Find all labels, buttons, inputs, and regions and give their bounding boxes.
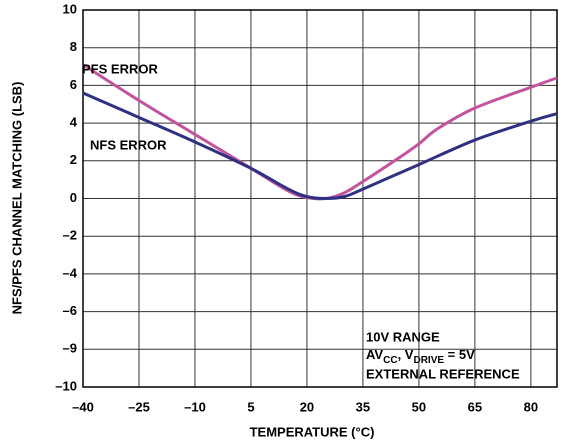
y-tick-label: –10 xyxy=(55,378,77,393)
y-tick-label: –2 xyxy=(63,228,77,243)
x-tick-label: 20 xyxy=(300,399,314,414)
y-tick-label: 2 xyxy=(70,152,77,167)
y-tick-label: –9 xyxy=(63,341,77,356)
annotation: AVCC, VDRIVE = 5V xyxy=(366,347,475,365)
y-tick-label: –6 xyxy=(63,303,77,318)
plot-border xyxy=(82,9,558,388)
y-tick-label: 4 xyxy=(70,115,78,130)
y-tick-label: 6 xyxy=(70,77,77,92)
annotation: EXTERNAL REFERENCE xyxy=(366,366,520,381)
x-tick-label: 5 xyxy=(247,399,254,414)
series-line xyxy=(82,63,558,201)
x-tick-label: 65 xyxy=(468,399,482,414)
x-tick-label: 35 xyxy=(356,399,370,414)
x-tick-label: –10 xyxy=(184,399,206,414)
series-line xyxy=(82,91,558,201)
annotation-part: AV xyxy=(366,347,383,362)
y-tick-label: 0 xyxy=(70,190,77,205)
annotation: 10V RANGE xyxy=(366,329,440,344)
annotation-sub: DRIVE xyxy=(413,355,444,366)
x-axis-label: TEMPERATURE (°C) xyxy=(250,424,375,439)
y-axis-label: NFS/PFS CHANNEL MATCHING (LSB) xyxy=(9,82,24,315)
x-tick-label: 80 xyxy=(524,399,538,414)
series-label: NFS ERROR xyxy=(90,137,167,152)
y-tick-label: 10 xyxy=(63,1,77,16)
y-tick-label: 8 xyxy=(70,39,77,54)
annotation-sub: CC xyxy=(383,355,397,366)
x-tick-label: –40 xyxy=(72,399,94,414)
x-tick-label: –25 xyxy=(128,399,150,414)
series-label: PFS ERROR xyxy=(82,61,158,76)
x-tick-label: 50 xyxy=(412,399,426,414)
plot: –10 –9 –6 –4 –2 0 2 4 6 8 10 –40 –25 –10 5 20 35 50 65 80 PF… xyxy=(55,1,558,414)
annotation-part: = 5V xyxy=(444,347,475,362)
annotation-part: , V xyxy=(398,347,414,362)
y-tick-label: –4 xyxy=(63,265,78,280)
